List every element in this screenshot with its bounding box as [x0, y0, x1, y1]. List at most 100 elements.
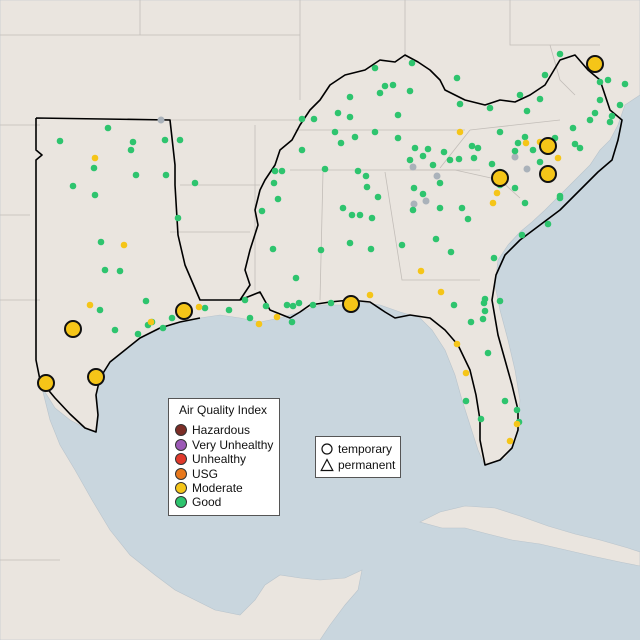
sensor-marker-good[interactable]	[513, 406, 521, 414]
sensor-marker-good[interactable]	[346, 239, 354, 247]
sensor-marker-good[interactable]	[292, 274, 300, 282]
sensor-marker-good[interactable]	[514, 139, 522, 147]
sensor-marker-good[interactable]	[596, 96, 604, 104]
sensor-marker-good[interactable]	[536, 158, 544, 166]
sensor-marker-moderate-large[interactable]	[87, 368, 105, 386]
sensor-marker-good[interactable]	[424, 145, 432, 153]
sensor-marker-moderate[interactable]	[506, 437, 514, 445]
sensor-marker-good[interactable]	[132, 171, 140, 179]
sensor-marker-moderate-large[interactable]	[539, 137, 557, 155]
sensor-marker-good[interactable]	[621, 80, 629, 88]
sensor-marker-nodata[interactable]	[410, 200, 418, 208]
sensor-marker-good[interactable]	[536, 95, 544, 103]
sensor-marker-good[interactable]	[464, 215, 472, 223]
sensor-marker-good[interactable]	[480, 299, 488, 307]
sensor-marker-good[interactable]	[309, 301, 317, 309]
sensor-marker-good[interactable]	[488, 160, 496, 168]
sensor-marker-good[interactable]	[569, 124, 577, 132]
sensor-marker-good[interactable]	[295, 299, 303, 307]
sensor-marker-moderate[interactable]	[453, 340, 461, 348]
sensor-marker-good[interactable]	[271, 167, 279, 175]
sensor-marker-moderate[interactable]	[120, 241, 128, 249]
sensor-marker-good[interactable]	[371, 128, 379, 136]
sensor-marker-good[interactable]	[362, 172, 370, 180]
sensor-marker-good[interactable]	[337, 139, 345, 147]
sensor-marker-good[interactable]	[159, 324, 167, 332]
sensor-marker-good[interactable]	[468, 142, 476, 150]
sensor-marker-good[interactable]	[346, 113, 354, 121]
sensor-marker-nodata[interactable]	[511, 153, 519, 161]
sensor-marker-moderate-large[interactable]	[64, 320, 82, 338]
sensor-marker-good[interactable]	[381, 82, 389, 90]
sensor-marker-good[interactable]	[56, 137, 64, 145]
sensor-marker-good[interactable]	[467, 318, 475, 326]
sensor-marker-good[interactable]	[174, 214, 182, 222]
sensor-marker-nodata[interactable]	[433, 172, 441, 180]
sensor-marker-good[interactable]	[274, 195, 282, 203]
sensor-marker-good[interactable]	[544, 220, 552, 228]
sensor-marker-good[interactable]	[419, 152, 427, 160]
sensor-marker-good[interactable]	[317, 246, 325, 254]
sensor-marker-good[interactable]	[168, 314, 176, 322]
sensor-marker-good[interactable]	[616, 101, 624, 109]
sensor-marker-good[interactable]	[496, 128, 504, 136]
sensor-marker-good[interactable]	[241, 296, 249, 304]
sensor-marker-good[interactable]	[269, 245, 277, 253]
sensor-marker-good[interactable]	[97, 238, 105, 246]
sensor-marker-good[interactable]	[410, 184, 418, 192]
sensor-marker-good[interactable]	[90, 164, 98, 172]
sensor-marker-good[interactable]	[201, 304, 209, 312]
sensor-marker-moderate-large[interactable]	[175, 302, 193, 320]
sensor-marker-good[interactable]	[289, 302, 297, 310]
sensor-marker-good[interactable]	[453, 74, 461, 82]
sensor-marker-moderate-large[interactable]	[539, 165, 557, 183]
sensor-marker-good[interactable]	[604, 76, 612, 84]
sensor-marker-good[interactable]	[455, 155, 463, 163]
sensor-marker-moderate[interactable]	[255, 320, 263, 328]
sensor-marker-nodata[interactable]	[422, 197, 430, 205]
sensor-marker-good[interactable]	[429, 161, 437, 169]
sensor-marker-moderate[interactable]	[489, 199, 497, 207]
sensor-marker-good[interactable]	[288, 318, 296, 326]
sensor-marker-good[interactable]	[354, 167, 362, 175]
sensor-marker-good[interactable]	[450, 301, 458, 309]
sensor-marker-good[interactable]	[142, 297, 150, 305]
sensor-marker-good[interactable]	[368, 214, 376, 222]
sensor-marker-good[interactable]	[596, 78, 604, 86]
sensor-marker-moderate-large[interactable]	[491, 169, 509, 187]
sensor-marker-good[interactable]	[363, 183, 371, 191]
sensor-marker-moderate[interactable]	[437, 288, 445, 296]
sensor-marker-good[interactable]	[496, 297, 504, 305]
sensor-marker-moderate[interactable]	[86, 301, 94, 309]
sensor-marker-good[interactable]	[447, 248, 455, 256]
sensor-marker-good[interactable]	[556, 50, 564, 58]
sensor-marker-good[interactable]	[436, 179, 444, 187]
sensor-marker-good[interactable]	[484, 349, 492, 357]
sensor-marker-good[interactable]	[104, 124, 112, 132]
sensor-marker-good[interactable]	[162, 171, 170, 179]
sensor-marker-good[interactable]	[481, 307, 489, 315]
sensor-marker-good[interactable]	[327, 299, 335, 307]
sensor-marker-good[interactable]	[521, 133, 529, 141]
sensor-marker-good[interactable]	[270, 179, 278, 187]
sensor-marker-good[interactable]	[409, 206, 417, 214]
sensor-marker-good[interactable]	[408, 59, 416, 67]
sensor-marker-good[interactable]	[111, 326, 119, 334]
sensor-marker-good[interactable]	[419, 190, 427, 198]
sensor-marker-moderate[interactable]	[366, 291, 374, 299]
sensor-marker-good[interactable]	[462, 397, 470, 405]
sensor-marker-good[interactable]	[501, 397, 509, 405]
sensor-marker-good[interactable]	[389, 81, 397, 89]
sensor-marker-good[interactable]	[394, 134, 402, 142]
sensor-marker-good[interactable]	[606, 118, 614, 126]
sensor-marker-good[interactable]	[523, 107, 531, 115]
sensor-marker-good[interactable]	[258, 207, 266, 215]
sensor-marker-good[interactable]	[586, 116, 594, 124]
sensor-marker-good[interactable]	[406, 87, 414, 95]
sensor-marker-moderate[interactable]	[493, 189, 501, 197]
sensor-marker-good[interactable]	[191, 179, 199, 187]
sensor-marker-moderate[interactable]	[147, 318, 155, 326]
sensor-marker-moderate[interactable]	[554, 154, 562, 162]
sensor-marker-good[interactable]	[406, 156, 414, 164]
sensor-marker-good[interactable]	[398, 241, 406, 249]
